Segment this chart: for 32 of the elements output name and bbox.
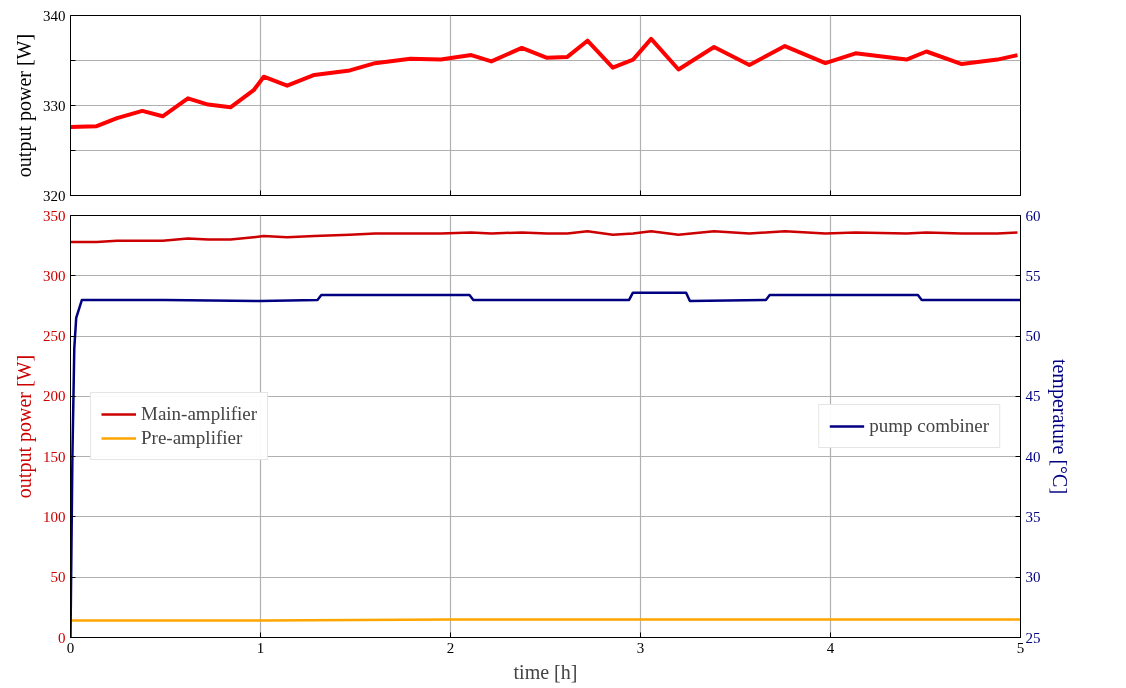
y-tick-label: 50	[50, 569, 66, 586]
y-axis-title: output power [W]	[13, 33, 36, 178]
y2-tick-label: 35	[1025, 508, 1041, 525]
y2-tick-label: 40	[1025, 448, 1041, 465]
legend-label: Pre-amplifier	[141, 427, 243, 449]
y2-tick-label: 60	[1025, 207, 1041, 224]
legend-label: Main-amplifier	[141, 403, 258, 425]
y-tick-label: 340	[43, 7, 66, 24]
y2-tick-label: 55	[1025, 267, 1041, 284]
y-tick-label: 200	[43, 388, 66, 405]
y-tick-label: 250	[43, 328, 66, 345]
y-tick-label: 350	[43, 207, 66, 224]
y-axis-title: output power [W]	[13, 354, 36, 499]
y2-tick-label: 50	[1025, 328, 1041, 345]
x-tick-label: 1	[256, 639, 265, 656]
y2-tick-label: 30	[1025, 569, 1041, 586]
x-tick-label: 4	[826, 639, 835, 656]
y-tick-label: 150	[43, 448, 66, 465]
line-series	[70, 36, 1020, 130]
x-tick-label: 5	[1016, 639, 1025, 656]
x-axis-title: time [h]	[513, 660, 578, 683]
line-series	[70, 229, 1019, 244]
y2-tick-label: 45	[1025, 388, 1041, 405]
y-tick-label: 300	[43, 267, 66, 284]
x-tick-label: 2	[446, 639, 455, 656]
y-tick-label: 320	[43, 187, 66, 204]
y2-axis-title: temperature [°C]	[1047, 358, 1071, 495]
y-tick-label: 100	[43, 508, 66, 525]
y-tick-label: 330	[43, 97, 66, 114]
legend-label: pump combiner	[869, 415, 989, 437]
x-tick-label: 3	[636, 639, 645, 656]
y2-tick-label: 25	[1025, 629, 1041, 646]
